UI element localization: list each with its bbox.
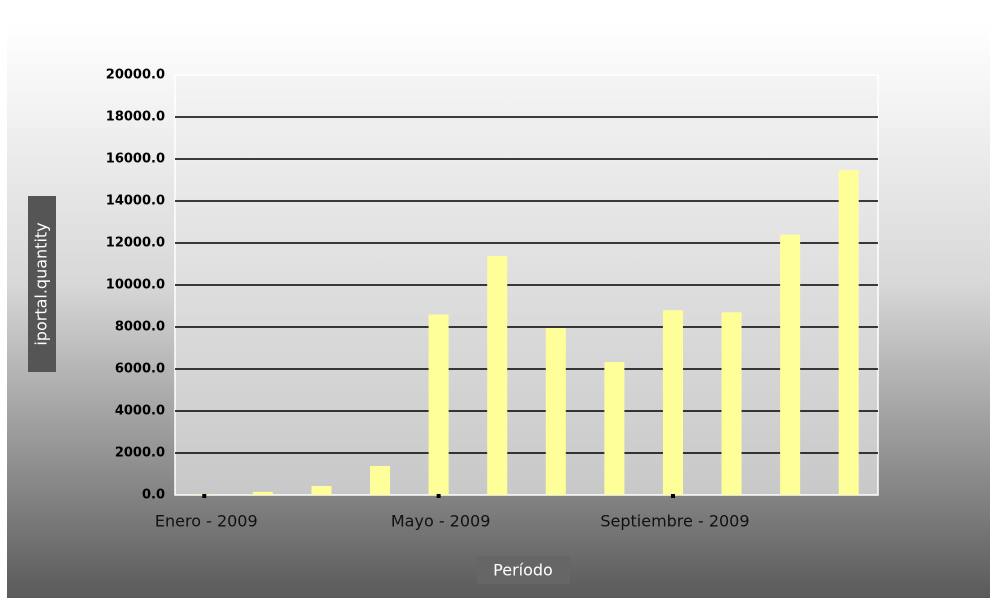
bar (487, 256, 508, 495)
bar (545, 328, 566, 495)
y-label-box (28, 196, 56, 372)
y-tick-label: 4000.0 (115, 404, 165, 419)
x-tick-label: Enero - 2009 (155, 512, 258, 531)
x-axis-label: Período (493, 561, 553, 580)
y-tick-label: 14000.0 (106, 194, 165, 209)
x-tick (670, 494, 675, 498)
bar (604, 362, 625, 495)
y-axis-label: iportal.quantity (32, 222, 51, 345)
bar (662, 310, 683, 495)
y-tick-label: 6000.0 (115, 362, 165, 377)
bar (370, 466, 391, 495)
bar (252, 491, 273, 495)
y-tick-label: 10000.0 (106, 278, 165, 293)
x-tick-label: Mayo - 2009 (391, 512, 491, 531)
y-tick-label: 2000.0 (115, 446, 165, 461)
y-tick-label: 20000.0 (106, 68, 165, 83)
x-label-box (477, 556, 570, 584)
y-tick-label: 12000.0 (106, 236, 165, 251)
bar (721, 312, 742, 495)
y-tick-label: 8000.0 (115, 320, 165, 335)
bar (311, 485, 332, 495)
bar (838, 170, 859, 495)
bar (428, 314, 449, 495)
y-tick-label: 18000.0 (106, 110, 165, 125)
bar (780, 234, 801, 495)
y-tick-label: 16000.0 (106, 152, 165, 167)
x-tick (436, 494, 441, 498)
y-tick-label: 0.0 (142, 488, 165, 503)
x-tick-label: Septiembre - 2009 (600, 512, 749, 531)
x-tick (202, 494, 207, 498)
